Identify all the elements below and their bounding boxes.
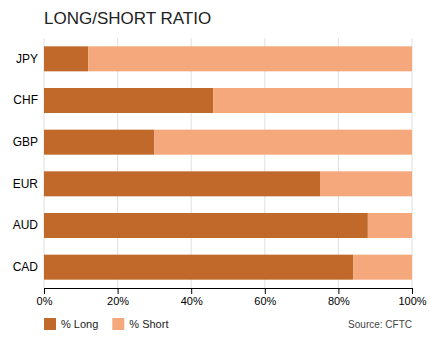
bar bbox=[88, 46, 412, 71]
tick-label: GBP bbox=[13, 135, 38, 149]
bar bbox=[44, 255, 353, 280]
tick-label: 0% bbox=[37, 295, 53, 307]
title: LONG/SHORT RATIO bbox=[44, 9, 211, 28]
tick-label: JPY bbox=[16, 52, 38, 66]
bar bbox=[213, 88, 412, 113]
grid bbox=[44, 38, 412, 288]
grid-line bbox=[412, 38, 413, 288]
grid-line bbox=[117, 38, 118, 288]
grid-line bbox=[44, 38, 45, 288]
tick: AUD bbox=[13, 218, 39, 232]
tick: 20% bbox=[107, 288, 129, 307]
plot-area: 0% 20% 40% 60% 80% 100% CAD AUD EUR GBP CHF JPY bbox=[13, 38, 427, 307]
bar bbox=[368, 213, 412, 238]
bar bbox=[353, 255, 412, 280]
y-axis: CAD AUD EUR GBP CHF JPY bbox=[13, 52, 39, 274]
tick: 100% bbox=[398, 288, 426, 307]
tick-mark bbox=[265, 288, 266, 294]
tick-label: CHF bbox=[13, 93, 38, 107]
bar bbox=[320, 171, 412, 196]
legend-label: % Short bbox=[129, 318, 168, 330]
bar bbox=[44, 171, 320, 196]
axis-line bbox=[45, 288, 413, 289]
tick: CAD bbox=[13, 260, 39, 274]
tick-label: AUD bbox=[13, 218, 39, 232]
legend: % Long % Short bbox=[44, 318, 168, 330]
tick-mark bbox=[412, 288, 413, 294]
tick-label: 60% bbox=[254, 295, 276, 307]
tick-label: 40% bbox=[181, 295, 203, 307]
annotation: Source: CFTC bbox=[348, 319, 412, 330]
tick: 0% bbox=[37, 288, 53, 307]
tick-label: EUR bbox=[13, 177, 39, 191]
tick-label: 20% bbox=[107, 295, 129, 307]
bar bbox=[44, 46, 88, 71]
tick-mark bbox=[338, 288, 339, 294]
bar bbox=[44, 213, 368, 238]
legend-swatch bbox=[44, 318, 56, 330]
bar bbox=[154, 130, 412, 155]
tick-mark bbox=[44, 288, 45, 294]
tick-mark bbox=[118, 288, 119, 294]
legend-swatch bbox=[112, 318, 124, 330]
legend-label: % Long bbox=[61, 318, 98, 330]
grid-line bbox=[338, 38, 339, 288]
tick: 80% bbox=[328, 288, 350, 307]
tick-label: 80% bbox=[328, 295, 350, 307]
x-axis: 0% 20% 40% 60% 80% 100% bbox=[37, 288, 427, 307]
tick: GBP bbox=[13, 135, 38, 149]
tick: JPY bbox=[16, 52, 38, 66]
legend-item: % Short bbox=[112, 318, 168, 330]
tick: CHF bbox=[13, 93, 38, 107]
bar bbox=[44, 130, 154, 155]
bars bbox=[44, 46, 412, 279]
grid-line bbox=[191, 38, 192, 288]
bar bbox=[44, 88, 213, 113]
tick-label: 100% bbox=[398, 295, 426, 307]
series bbox=[44, 46, 368, 279]
legend-item: % Long bbox=[44, 318, 98, 330]
tick: 60% bbox=[254, 288, 276, 307]
chart: 0% 20% 40% 60% 80% 100% CAD AUD EUR GBP CHF JPY LONG… bbox=[0, 0, 430, 342]
grid-line bbox=[264, 38, 265, 288]
tick-mark bbox=[191, 288, 192, 294]
tick: 40% bbox=[181, 288, 203, 307]
series bbox=[88, 46, 412, 279]
tick-label: CAD bbox=[13, 260, 39, 274]
tick: EUR bbox=[13, 177, 39, 191]
